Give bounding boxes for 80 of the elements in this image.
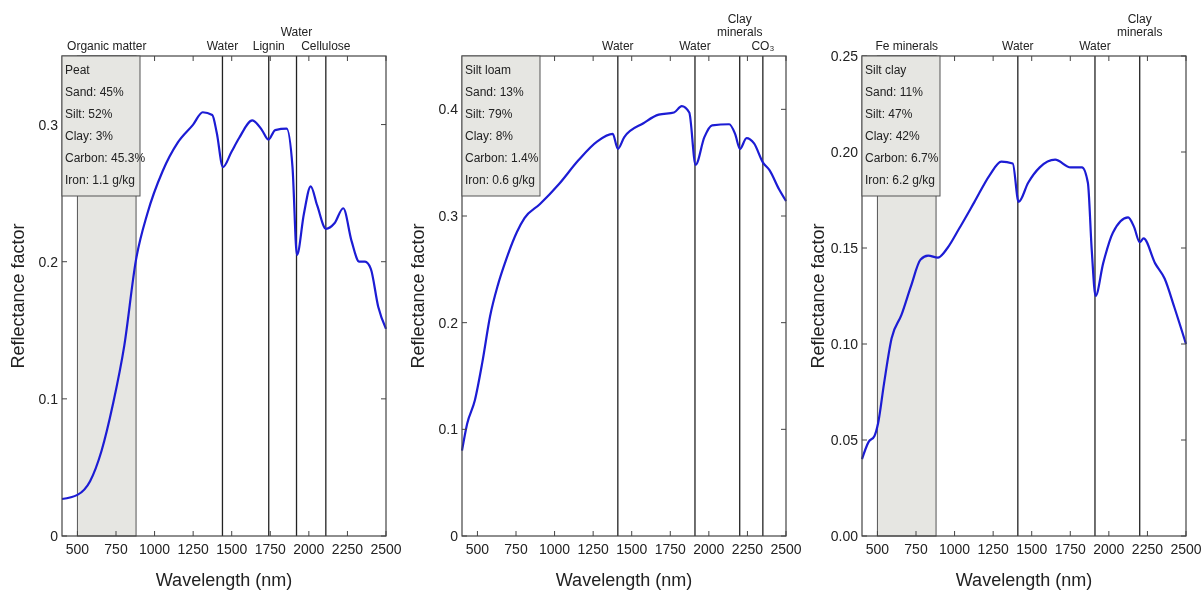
annotation: Clay: 42% [865,129,921,143]
annotation: Iron: 0.6 g/kg [465,173,536,187]
annotation: Clay: 8% [465,129,514,143]
annotation: Carbon: 6.7% [865,151,939,165]
x-tick-label: 1500 [216,541,248,557]
y-tick-label: 0.3 [438,208,459,224]
x-axis-title: Wavelength (nm) [955,570,1093,590]
x-tick-label: 500 [865,541,890,557]
x-tick-label: 1000 [538,541,571,557]
annotation: Sand: 11% [865,85,924,99]
x-tick-label: 1000 [138,541,171,557]
x-tick-label: 2000 [293,541,325,557]
x-tick-label: 1250 [177,541,209,557]
y-tick-label: 0.15 [830,240,859,256]
x-tick-label: 2500 [370,541,402,557]
y-tick-label: 0.05 [830,432,859,448]
ref-line-label: CO₃ [751,39,775,53]
x-tick-label: 1250 [977,541,1009,557]
x-tick-label: 2500 [1170,541,1202,557]
ref-line-label: Clay minerals [1117,12,1163,39]
annotation: Silt clay [865,63,907,77]
x-tick-label: 500 [465,541,490,557]
ref-line-label: Lignin [252,39,285,53]
annotation: Carbon: 45.3% [65,151,146,165]
y-tick-label: 0.3 [38,116,59,133]
x-tick-label: 750 [104,541,128,557]
ref-line-label: Cellulose [301,39,351,53]
y-axis-title: Reflectance factor [808,223,828,369]
x-tick-label: 2000 [693,541,725,557]
x-tick-label: 2000 [1093,541,1125,557]
annotation: Silt: 79% [465,107,513,121]
y-tick-label: 0.1 [438,421,459,438]
x-tick-label: 1750 [654,541,687,557]
y-tick-label: 0 [450,528,459,544]
ref-line-label: Water [206,39,239,53]
ref-line-label: Water [1079,39,1111,53]
y-tick-label: 0.4 [438,101,459,118]
x-axis-title: Wavelength (nm) [555,570,693,590]
x-axis-title: Wavelength (nm) [155,570,293,590]
x-tick-label: 1750 [254,541,287,557]
ref-line-label: Water [602,39,634,53]
ref-line-label: Clay minerals [717,12,763,39]
band-label: Organic matter [67,39,147,53]
y-tick-label: 0.10 [830,336,859,352]
y-axis-title: Reflectance factor [408,223,428,369]
annotation: Sand: 13% [465,85,525,99]
x-tick-label: 2250 [731,541,764,557]
annotation: Sand: 45% [65,85,125,99]
x-tick-label: 2500 [770,541,802,557]
x-tick-label: 750 [904,541,928,557]
annotation: Silt: 52% [65,107,113,121]
y-tick-label: 0.25 [830,48,859,64]
annotation: Clay: 3% [65,129,114,143]
x-tick-label: 1750 [1054,541,1087,557]
y-axis-title: Reflectance factor [8,223,28,369]
annotation: Iron: 6.2 g/kg [865,173,936,187]
band-label: Fe minerals [875,39,939,53]
x-tick-label: 1500 [616,541,648,557]
x-tick-label: 2250 [1131,541,1164,557]
y-tick-label: 0 [50,528,59,544]
y-tick-label: 0.20 [830,144,859,160]
annotation: Peat [65,63,91,77]
annotation: Silt: 47% [865,107,913,121]
x-tick-label: 2250 [331,541,364,557]
y-tick-label: 0.2 [438,314,459,331]
x-tick-label: 1000 [938,541,971,557]
annotation: Iron: 1.1 g/kg [65,173,136,187]
x-tick-label: 1500 [1016,541,1048,557]
ref-line-label: Water [679,39,711,53]
ref-line-label: Water [1002,39,1034,53]
y-tick-label: 0.00 [830,528,859,544]
x-tick-label: 750 [504,541,528,557]
x-tick-label: 1250 [577,541,609,557]
y-tick-label: 0.2 [38,253,59,270]
y-tick-label: 0.1 [38,390,59,407]
line-series [60,111,388,501]
annotation: Carbon: 1.4% [465,151,539,165]
annotation: Silt loam [465,63,512,77]
x-tick-label: 500 [65,541,90,557]
ref-line-label: Water [280,25,313,39]
